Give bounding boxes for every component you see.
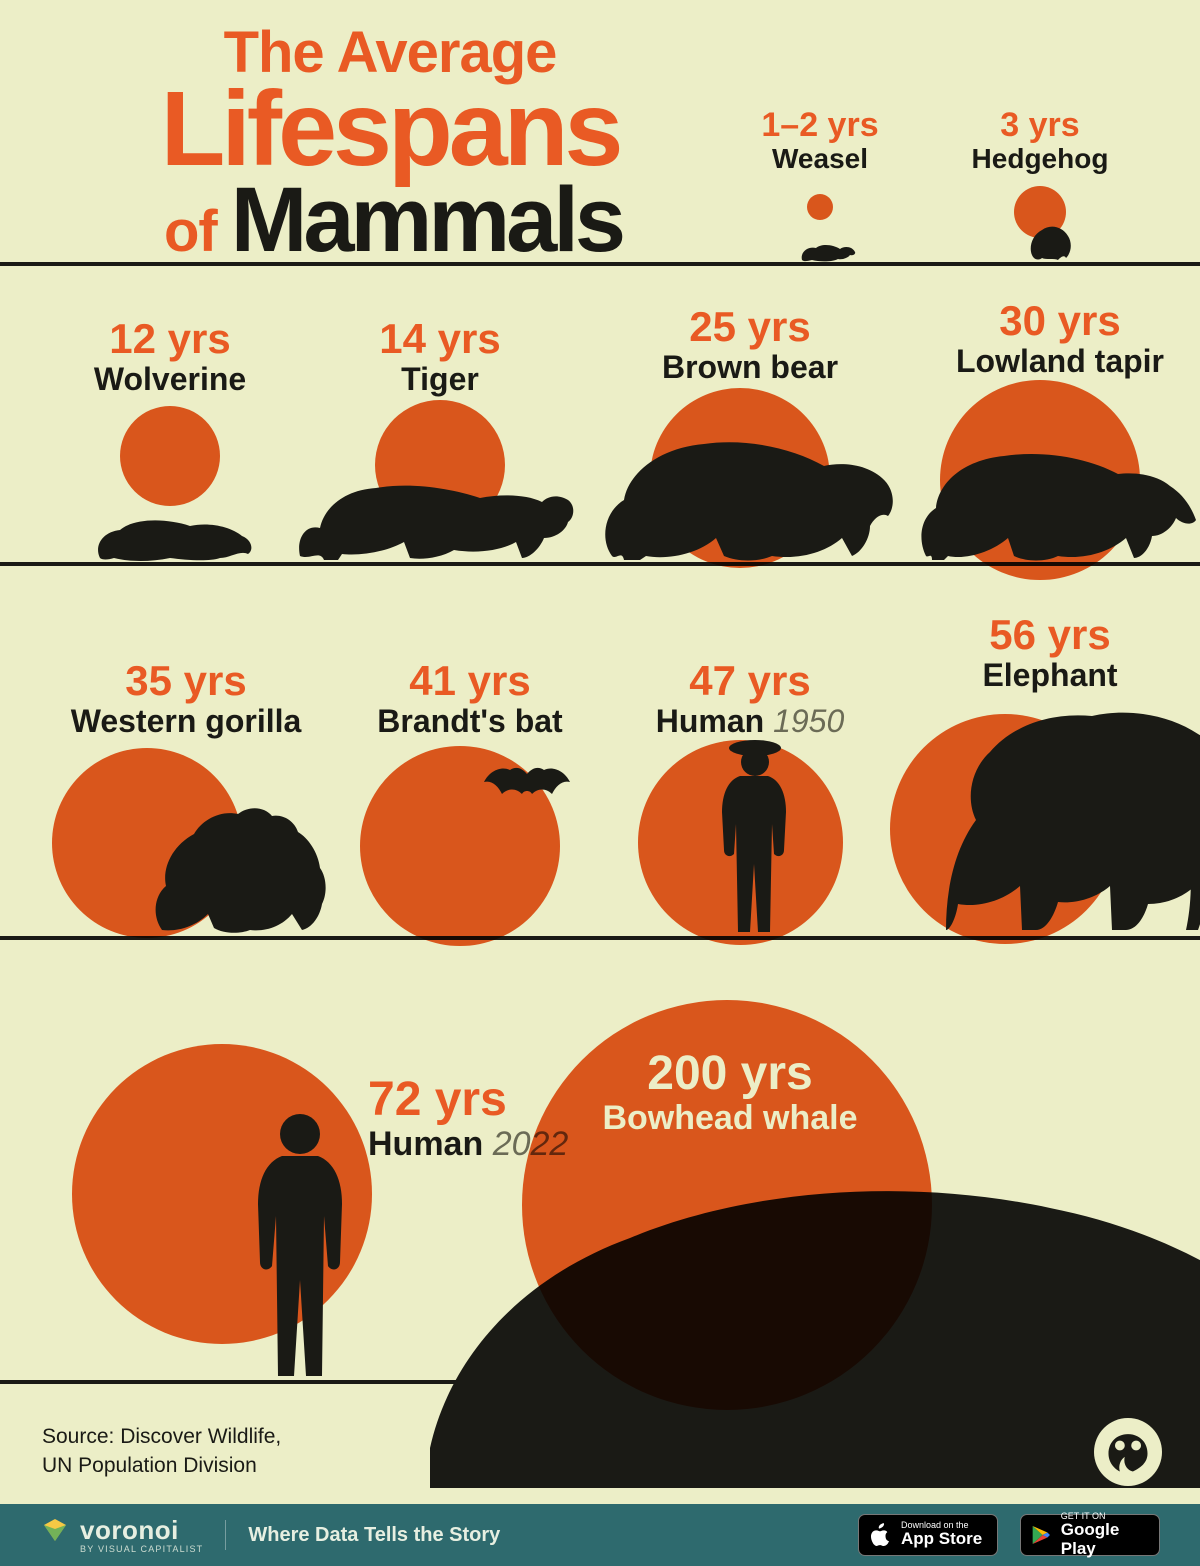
- appstore-big: App Store: [901, 1530, 982, 1549]
- weasel-name: Weasel: [720, 144, 920, 175]
- vc-mascot-icon: [1094, 1418, 1162, 1486]
- animal-wolverine: 12 yrs Wolverine: [60, 318, 280, 397]
- play-big: Google Play: [1061, 1521, 1149, 1558]
- hedgehog-name: Hedgehog: [940, 144, 1140, 175]
- footer-tagline: Where Data Tells the Story: [248, 1524, 500, 1547]
- title-of: of: [164, 198, 217, 265]
- animal-brownbear: 25 yrs Brown bear: [600, 306, 900, 385]
- brownbear-silhouette-icon: [594, 404, 914, 564]
- gorilla-years: 35 yrs: [36, 660, 336, 702]
- googleplay-icon: [1031, 1522, 1051, 1548]
- whale-years: 200 yrs: [560, 1050, 900, 1098]
- bat-name: Brandt's bat: [340, 704, 600, 739]
- elephant-name: Elephant: [900, 658, 1200, 693]
- weasel-silhouette-icon: [798, 232, 858, 262]
- tiger-silhouette-icon: [290, 438, 590, 562]
- tiger-years: 14 yrs: [300, 318, 580, 360]
- gorilla-silhouette-icon: [142, 776, 332, 936]
- appstore-badge[interactable]: Download on the App Store: [858, 1514, 998, 1556]
- voronoi-byline: BY VISUAL CAPITALIST: [80, 1545, 203, 1554]
- bat-silhouette-icon: [482, 764, 572, 812]
- googleplay-badge[interactable]: GET IT ON Google Play: [1020, 1514, 1160, 1556]
- animal-tiger: 14 yrs Tiger: [300, 318, 580, 397]
- tapir-name: Lowland tapir: [920, 344, 1200, 379]
- elephant-silhouette-icon: [946, 690, 1200, 936]
- source-text: Source: Discover Wildlife,UN Population …: [42, 1423, 281, 1480]
- weasel-years: 1–2 yrs: [720, 108, 920, 142]
- voronoi-logo: voronoi BY VISUAL CAPITALIST: [40, 1517, 203, 1554]
- whale-name: Bowhead whale: [560, 1100, 900, 1137]
- hedgehog-silhouette-icon: [1026, 218, 1074, 262]
- title-mammals: Mammals: [231, 177, 622, 264]
- wolverine-bubble: [120, 406, 220, 506]
- animal-weasel: 1–2 yrs Weasel: [720, 108, 920, 175]
- wolverine-years: 12 yrs: [60, 318, 280, 360]
- human2022-silhouette-icon: [248, 1112, 354, 1382]
- apple-icon: [869, 1522, 891, 1548]
- hedgehog-years: 3 yrs: [940, 108, 1140, 142]
- brownbear-name: Brown bear: [600, 350, 900, 385]
- voronoi-gem-icon: [40, 1517, 70, 1543]
- animal-bat: 41 yrs Brandt's bat: [340, 660, 600, 739]
- title-line3: of Mammals: [164, 177, 630, 265]
- weasel-bubble: [807, 194, 833, 220]
- baseline-row-0: [0, 262, 1200, 266]
- animal-gorilla: 35 yrs Western gorilla: [36, 660, 336, 739]
- footer-divider: [225, 1520, 226, 1550]
- animal-whale: 200 yrs Bowhead whale: [560, 1050, 900, 1137]
- title-line2: Lifespans: [150, 82, 630, 177]
- footer-bar: voronoi BY VISUAL CAPITALIST Where Data …: [0, 1504, 1200, 1566]
- tapir-silhouette-icon: [910, 410, 1200, 562]
- brownbear-years: 25 yrs: [600, 306, 900, 348]
- animal-hedgehog: 3 yrs Hedgehog: [940, 108, 1140, 175]
- human1950-silhouette-icon: [710, 732, 800, 938]
- gorilla-name: Western gorilla: [36, 704, 336, 739]
- bat-years: 41 yrs: [340, 660, 600, 702]
- title-block: The Average Lifespans of Mammals: [150, 24, 630, 265]
- tiger-name: Tiger: [300, 362, 580, 397]
- animal-elephant: 56 yrs Elephant: [900, 614, 1200, 693]
- elephant-years: 56 yrs: [900, 614, 1200, 656]
- wolverine-name: Wolverine: [60, 362, 280, 397]
- voronoi-brand: voronoi: [80, 1517, 203, 1543]
- animal-human1950: 47 yrs Human 1950: [620, 660, 880, 739]
- tapir-years: 30 yrs: [920, 300, 1200, 342]
- human1950-years: 47 yrs: [620, 660, 880, 702]
- wolverine-silhouette-icon: [90, 508, 260, 562]
- animal-tapir: 30 yrs Lowland tapir: [920, 300, 1200, 379]
